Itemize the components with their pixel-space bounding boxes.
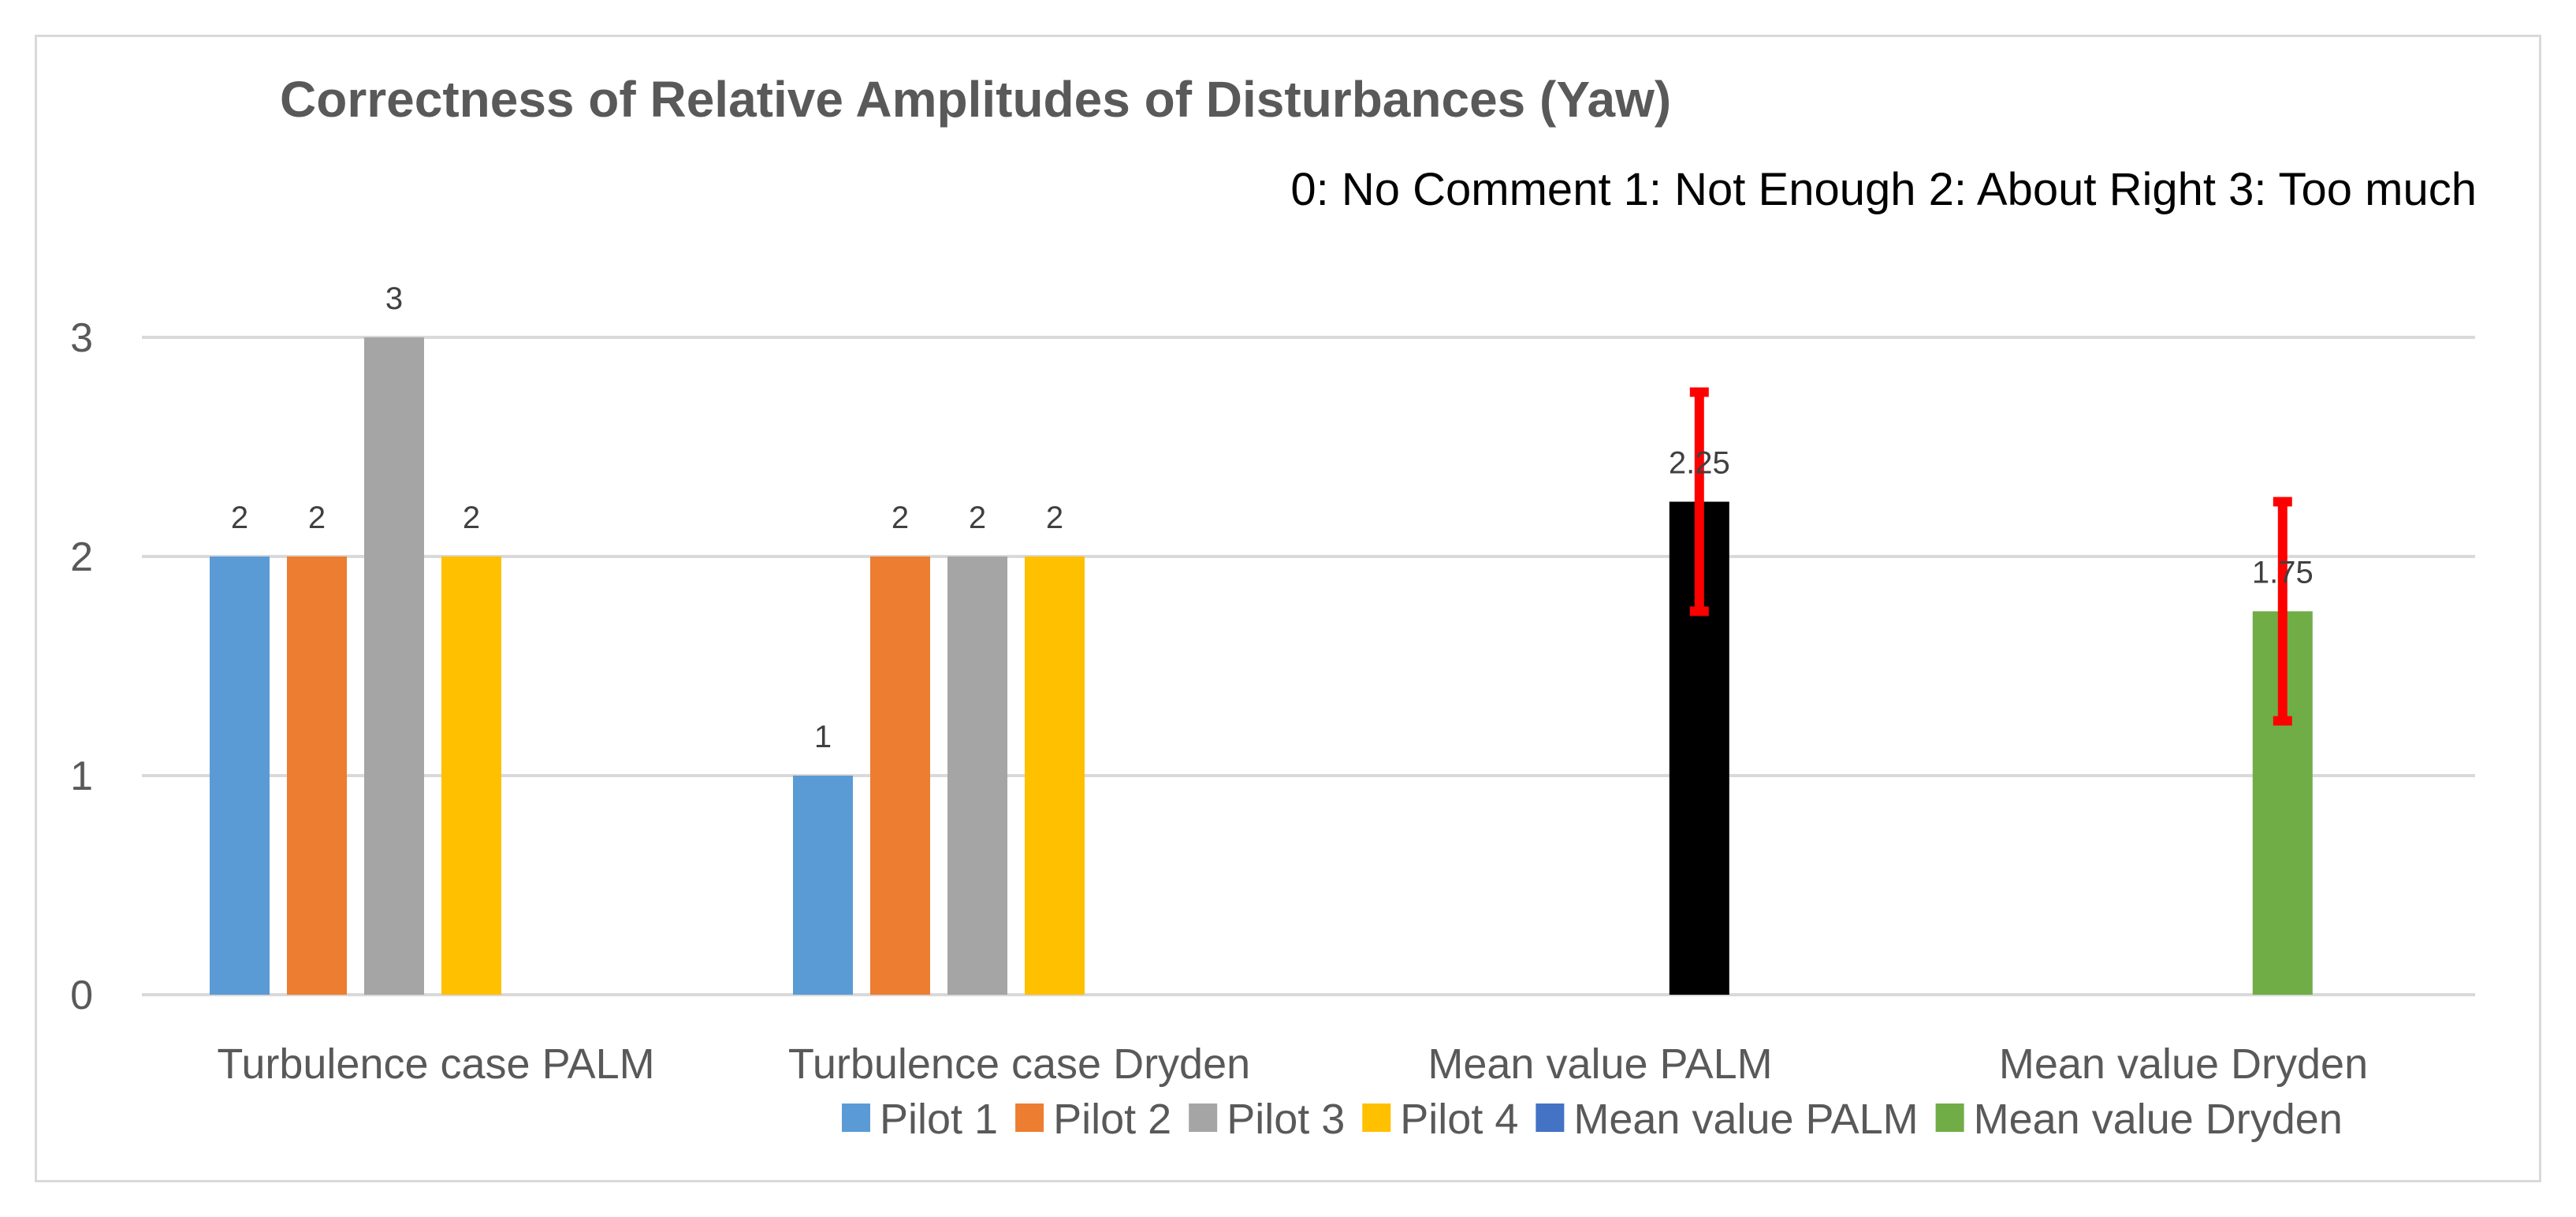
legend-swatch bbox=[842, 1103, 870, 1132]
bar bbox=[870, 556, 930, 995]
legend-swatch bbox=[1536, 1103, 1565, 1132]
x-category-label: Turbulence case Dryden bbox=[788, 1040, 1250, 1088]
legend-label: Pilot 2 bbox=[1053, 1096, 1171, 1143]
y-axis-ticks: 0 1 2 3 bbox=[70, 315, 93, 1018]
chart-title: Correctness of Relative Amplitudes of Di… bbox=[280, 71, 1671, 128]
bar bbox=[210, 556, 270, 995]
bar bbox=[287, 556, 347, 995]
data-label: 2 bbox=[231, 501, 248, 535]
legend-label: Mean value Dryden bbox=[1974, 1096, 2343, 1143]
error-bars bbox=[1689, 387, 2292, 726]
chart-subtitle: 0: No Comment 1: Not Enough 2: About Rig… bbox=[1290, 164, 2477, 215]
bar bbox=[947, 556, 1007, 995]
gridlines bbox=[142, 336, 2475, 996]
data-label: 2 bbox=[892, 501, 909, 535]
x-category-label: Turbulence case PALM bbox=[217, 1040, 654, 1088]
data-label: 3 bbox=[385, 281, 403, 316]
bar bbox=[441, 556, 501, 995]
legend-label: Pilot 3 bbox=[1227, 1096, 1345, 1143]
data-label: 1.75 bbox=[2252, 556, 2314, 590]
legend-label: Pilot 1 bbox=[880, 1096, 998, 1143]
data-label: 2 bbox=[308, 501, 326, 535]
y-tick-label: 0 bbox=[70, 973, 93, 1018]
legend-label: Mean value PALM bbox=[1573, 1096, 1918, 1143]
bar bbox=[1025, 556, 1085, 995]
data-label: 2 bbox=[463, 501, 480, 535]
data-labels: 2 2 3 2 1 2 2 2 2.25 1.75 bbox=[231, 281, 2314, 754]
bar bbox=[364, 337, 424, 995]
legend-swatch bbox=[1189, 1103, 1218, 1132]
y-tick-label: 1 bbox=[70, 754, 93, 799]
legend: Pilot 1 Pilot 2 Pilot 3 Pilot 4 Mean value P… bbox=[842, 1096, 2343, 1143]
legend-swatch bbox=[1015, 1103, 1044, 1132]
data-label: 2 bbox=[1046, 501, 1063, 535]
y-tick-label: 2 bbox=[70, 534, 93, 580]
x-category-label: Mean value Dryden bbox=[1999, 1040, 2368, 1088]
x-category-label: Mean value PALM bbox=[1428, 1040, 1772, 1088]
bars bbox=[210, 337, 2313, 995]
bar bbox=[793, 776, 853, 995]
x-axis-categories: Turbulence case PALM Turbulence case Dryd… bbox=[217, 1040, 2368, 1088]
data-label: 2.25 bbox=[1669, 446, 1730, 481]
y-tick-label: 3 bbox=[70, 315, 93, 361]
legend-swatch bbox=[1935, 1103, 1964, 1132]
legend-swatch bbox=[1362, 1103, 1391, 1132]
data-label: 1 bbox=[814, 720, 832, 754]
data-label: 2 bbox=[969, 501, 986, 535]
legend-label: Pilot 4 bbox=[1400, 1096, 1518, 1143]
